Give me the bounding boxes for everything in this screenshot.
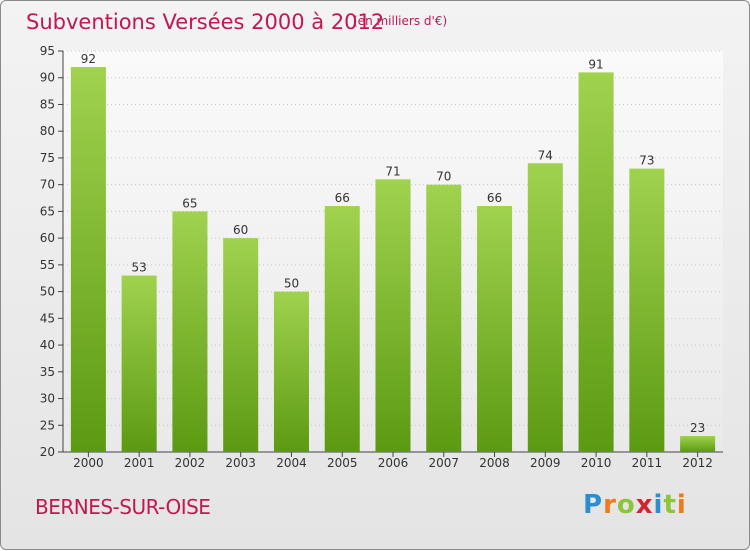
commune-name: BERNES-SUR-OISE (35, 495, 211, 519)
y-tick-label: 25 (40, 418, 55, 432)
bar-value-label: 92 (81, 52, 96, 66)
bar-value-label: 74 (538, 148, 553, 162)
x-tick-label: 2012 (682, 456, 713, 470)
y-tick-label: 50 (40, 285, 55, 299)
logo-letter: i (653, 490, 664, 520)
bar-value-label: 65 (182, 196, 197, 210)
bar (121, 275, 157, 452)
x-tick-label: 2008 (479, 456, 510, 470)
bar (477, 206, 513, 452)
x-tick-label: 2010 (581, 456, 612, 470)
y-tick-label: 90 (40, 71, 55, 85)
x-tick-label: 2011 (632, 456, 663, 470)
logo-letter: P (583, 490, 604, 520)
y-tick-label: 45 (40, 311, 55, 325)
bar-value-label: 66 (335, 191, 350, 205)
bar (273, 291, 309, 452)
logo-letter: o (616, 490, 636, 520)
y-tick-label: 80 (40, 124, 55, 138)
x-tick-label: 2007 (428, 456, 459, 470)
chart-title: Subventions Versées 2000 à 2012 (26, 10, 385, 34)
bar-value-label: 66 (487, 191, 502, 205)
y-tick-label: 95 (40, 44, 55, 58)
x-tick-label: 2009 (530, 456, 561, 470)
y-tick-label: 30 (40, 392, 55, 406)
bar-value-label: 23 (690, 421, 705, 435)
bar (527, 163, 563, 452)
bar (223, 238, 259, 452)
chart-subtitle: (en milliers d'€) (353, 14, 448, 28)
bar (629, 168, 665, 453)
x-tick-label: 2002 (175, 456, 206, 470)
x-tick-label: 2005 (327, 456, 358, 470)
y-tick-label: 55 (40, 258, 55, 272)
bar (70, 67, 106, 452)
y-tick-label: 60 (40, 231, 55, 245)
y-tick-label: 85 (40, 97, 55, 111)
bar (324, 206, 360, 452)
bar (375, 179, 411, 452)
bar-value-label: 50 (284, 277, 299, 291)
bar (426, 184, 462, 452)
bar-value-label: 71 (385, 164, 400, 178)
y-tick-label: 20 (40, 445, 55, 459)
x-tick-label: 2000 (73, 456, 104, 470)
logo-letter: r (603, 490, 617, 520)
y-tick-label: 70 (40, 178, 55, 192)
bar-value-label: 53 (132, 261, 147, 275)
logo-letter: x (635, 490, 654, 520)
y-tick-label: 40 (40, 338, 55, 352)
bar (172, 211, 208, 452)
x-tick-label: 2003 (225, 456, 256, 470)
bar-value-label: 70 (436, 170, 451, 184)
logo-letter: i (676, 490, 687, 520)
logo-letter: t (663, 490, 677, 520)
bar-value-label: 91 (588, 57, 603, 71)
y-tick-label: 65 (40, 204, 55, 218)
proxiti-logo: Proxiti (583, 490, 687, 520)
bar-value-label: 60 (233, 223, 248, 237)
x-tick-label: 2004 (276, 456, 307, 470)
x-tick-label: 2001 (124, 456, 155, 470)
x-tick-label: 2006 (378, 456, 409, 470)
bar (680, 435, 716, 452)
bar (578, 72, 614, 453)
bar-value-label: 73 (639, 154, 654, 168)
y-tick-label: 35 (40, 365, 55, 379)
y-tick-label: 75 (40, 151, 55, 165)
